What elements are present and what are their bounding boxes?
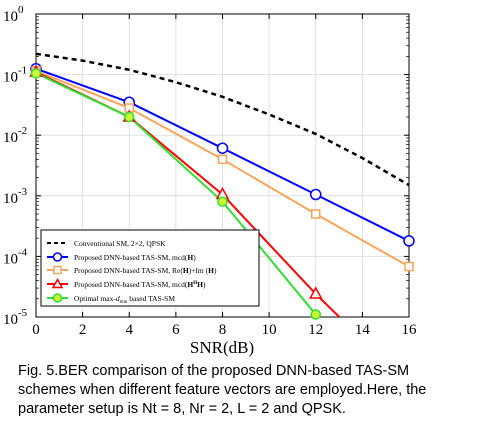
caption-line-2: schemes when different feature vectors a… <box>18 382 427 398</box>
y-tick-label: 10-2 <box>3 125 27 146</box>
series-4-point <box>310 309 321 320</box>
series-4-point <box>30 68 42 79</box>
series-2-point <box>217 154 228 165</box>
x-tick-label: 12 <box>308 322 323 338</box>
series-1-point <box>216 142 229 154</box>
legend-label-dnn-mcd-hhh: Proposed DNN-based TAS-SM, mcd(HHH) <box>74 280 206 289</box>
caption-line-3: parameter setup is Nt = 8, Nr = 2, L = 2… <box>18 401 346 417</box>
legend-box <box>40 229 260 307</box>
legend-marker-dnn-mcd-h <box>52 252 63 262</box>
legend-label-dnn-re-im: Proposed DNN-based TAS-SM, Re(H)+Im (H) <box>74 266 217 275</box>
legend: Conventional SM, 2×2, QPSK Proposed DNN-… <box>40 229 260 307</box>
x-tick-label: 0 <box>32 322 40 338</box>
y-tick-label: 10-1 <box>3 65 27 86</box>
series-3-point <box>308 286 323 299</box>
series-1-point <box>403 235 415 247</box>
legend-marker-dnn-mcd-hhh <box>51 277 64 289</box>
legend-entry-conventional-sm: Conventional SM, 2×2, QPSK <box>47 239 166 248</box>
x-axis-title: SNR(dB) <box>190 338 254 357</box>
y-tick-label: 10-3 <box>3 186 28 207</box>
x-tick-label: 4 <box>126 322 134 338</box>
legend-label-optimal-max-dmin: Optimal max-dmin based TAS-SM <box>74 294 175 305</box>
x-tick-label: 14 <box>355 322 371 338</box>
caption-line-1: Fig. 5.BER comparison of the proposed DN… <box>18 363 410 379</box>
y-tick-label: 100 <box>3 4 24 25</box>
legend-marker-dnn-re-im <box>53 265 62 275</box>
y-tick-label: 10-4 <box>3 246 28 267</box>
series-4-point <box>124 111 135 123</box>
legend-marker-optimal-max-dmin <box>52 293 63 303</box>
series-2-point <box>311 209 321 219</box>
series-4-point <box>217 196 228 207</box>
x-tick-label: 8 <box>219 322 227 338</box>
x-tick-label: 16 <box>402 322 418 338</box>
legend-entry-dnn-re-im: Proposed DNN-based TAS-SM, Re(H)+Im (H) <box>47 265 217 275</box>
ber-chart: 0 2 4 6 8 10 12 14 16 100 10-1 10-2 10-3 10-4 10-5 SNR… <box>3 4 418 357</box>
figure-caption: Fig. 5.BER comparison of the proposed DN… <box>18 362 468 419</box>
legend-entry-optimal-max-dmin: Optimal max-dmin based TAS-SM <box>47 293 175 305</box>
x-tick-label: 6 <box>172 322 180 338</box>
legend-label-conventional-sm: Conventional SM, 2×2, QPSK <box>74 239 166 248</box>
x-tick-label: 10 <box>262 322 277 338</box>
series-line-0 <box>36 52 409 187</box>
legend-entry-dnn-mcd-hhh: Proposed DNN-based TAS-SM, mcd(HHH) <box>47 277 206 289</box>
y-tick-label: 10-5 <box>3 307 28 328</box>
legend-label-dnn-mcd-h: Proposed DNN-based TAS-SM, mcd(H) <box>74 253 196 262</box>
legend-entry-dnn-mcd-h: Proposed DNN-based TAS-SM, mcd(H) <box>47 252 196 262</box>
series-1-point <box>310 188 322 201</box>
x-tick-label: 2 <box>79 322 87 338</box>
series-2-point <box>404 261 414 272</box>
